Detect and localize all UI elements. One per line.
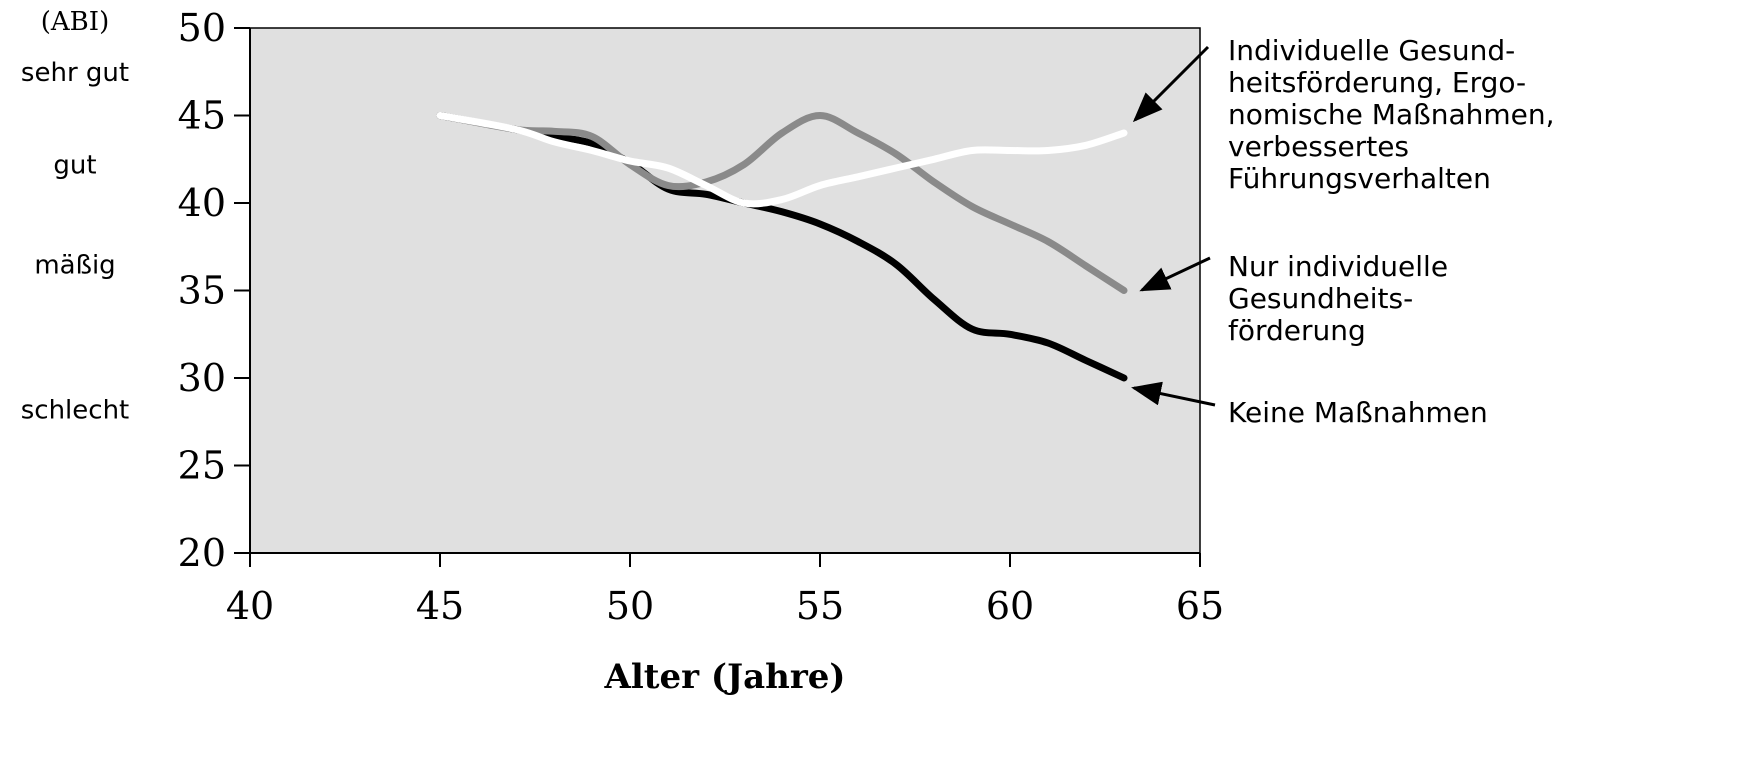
y-tick-label: 40 xyxy=(178,181,226,225)
annotation-line: Führungsverhalten xyxy=(1228,162,1491,195)
annotation-line: förderung xyxy=(1228,314,1366,347)
y-tick-label: 50 xyxy=(178,6,226,50)
rating-label: mäßig xyxy=(34,250,115,280)
x-tick-label: 55 xyxy=(796,584,844,628)
rating-label: sehr gut xyxy=(21,58,129,88)
annotation-arrow-white xyxy=(1132,45,1210,123)
y-axis-label: (ABI) xyxy=(41,7,109,37)
x-axis-label: Alter (Jahre) xyxy=(604,657,846,697)
tick-labels: 20 25 30 35 40 45 50 40 45 50 55 60 65 xyxy=(178,6,1225,628)
series-lines xyxy=(436,112,1128,382)
axes xyxy=(234,27,1201,567)
series-line-black xyxy=(436,112,1128,382)
y-tick-label: 45 xyxy=(178,94,226,138)
x-tick-label: 45 xyxy=(416,584,464,628)
x-tick-label: 40 xyxy=(226,584,274,628)
annotation-arrow-black xyxy=(1131,381,1216,407)
series-line-white xyxy=(436,112,1128,208)
x-tick-label: 50 xyxy=(606,584,654,628)
y-tick-label: 30 xyxy=(178,356,226,400)
annotations: Individuelle Gesund-heitsförderung, Ergo… xyxy=(1131,34,1555,429)
x-tick-label: 60 xyxy=(986,584,1034,628)
annotation-gray: Nur individuelle Gesundheits-förderung xyxy=(1228,250,1448,347)
annotation-white: Individuelle Gesund-heitsförderung, Ergo… xyxy=(1228,34,1555,195)
series-line-gray xyxy=(436,112,1128,294)
y-tick-label: 20 xyxy=(178,531,226,575)
annotation-black: Keine Maßnahmen xyxy=(1228,396,1488,429)
annotation-line: verbessertes xyxy=(1228,130,1409,163)
annotation-line: Nur individuelle xyxy=(1228,250,1448,283)
annotation-line: heitsförderung, Ergo- xyxy=(1228,66,1526,99)
annotation-arrow-gray xyxy=(1139,256,1211,292)
annotation-line: Individuelle Gesund- xyxy=(1228,34,1515,67)
y-tick-label: 35 xyxy=(178,269,226,313)
rating-labels: sehr gut gut mäßig schlecht xyxy=(21,58,130,426)
annotation-line: Gesundheits- xyxy=(1228,282,1413,315)
x-tick-label: 65 xyxy=(1176,584,1224,628)
plot-area xyxy=(249,27,1201,554)
y-tick-label: 25 xyxy=(178,444,226,488)
rating-label: gut xyxy=(53,151,96,181)
rating-label: schlecht xyxy=(21,396,130,426)
annotation-line: Keine Maßnahmen xyxy=(1228,396,1488,429)
annotation-line: nomische Maßnahmen, xyxy=(1228,98,1555,131)
